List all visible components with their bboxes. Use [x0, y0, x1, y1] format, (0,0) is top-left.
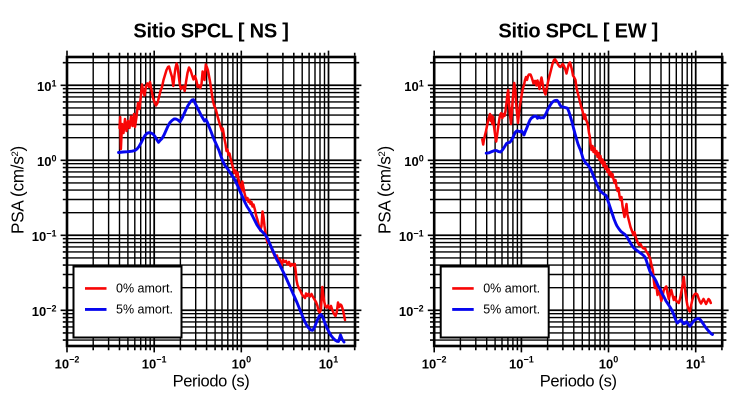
svg-text:10: 10 [422, 356, 436, 371]
svg-text:0: 0 [419, 153, 424, 163]
svg-text:PSA (cm/s2): PSA (cm/s2) [8, 146, 28, 234]
svg-text:−1: −1 [46, 228, 56, 238]
svg-text:0% amort.: 0% amort. [483, 282, 540, 296]
svg-text:−1: −1 [156, 354, 166, 364]
svg-text:1: 1 [52, 78, 57, 88]
svg-text:10: 10 [319, 356, 333, 371]
svg-text:1: 1 [419, 78, 424, 88]
svg-text:10: 10 [399, 229, 413, 244]
svg-text:10: 10 [55, 356, 69, 371]
svg-text:−1: −1 [413, 228, 423, 238]
svg-text:10: 10 [399, 304, 413, 319]
svg-text:10: 10 [404, 154, 418, 169]
svg-text:Periodo (s): Periodo (s) [173, 372, 250, 390]
svg-text:Sitio SPCL [ NS ]: Sitio SPCL [ NS ] [133, 20, 288, 42]
svg-text:5% amort.: 5% amort. [116, 303, 173, 317]
svg-text:1: 1 [333, 354, 338, 364]
svg-text:10: 10 [32, 229, 46, 244]
svg-text:10: 10 [509, 356, 523, 371]
svg-text:10: 10 [404, 79, 418, 94]
svg-text:10: 10 [232, 356, 246, 371]
svg-text:5% amort.: 5% amort. [483, 303, 540, 317]
svg-text:10: 10 [142, 356, 156, 371]
svg-text:0: 0 [52, 153, 57, 163]
svg-text:10: 10 [686, 356, 700, 371]
svg-text:Periodo (s): Periodo (s) [540, 372, 617, 390]
svg-text:−1: −1 [524, 354, 534, 364]
svg-text:10: 10 [37, 154, 51, 169]
svg-text:PSA (cm/s2): PSA (cm/s2) [375, 146, 395, 234]
svg-text:10: 10 [32, 304, 46, 319]
svg-text:−2: −2 [436, 354, 446, 364]
svg-text:0: 0 [613, 354, 618, 364]
svg-text:Sitio SPCL [ EW ]: Sitio SPCL [ EW ] [498, 20, 658, 42]
svg-text:10: 10 [37, 79, 51, 94]
svg-text:0: 0 [246, 354, 251, 364]
svg-text:0% amort.: 0% amort. [116, 282, 173, 296]
svg-text:−2: −2 [413, 303, 423, 313]
svg-text:−2: −2 [69, 354, 79, 364]
svg-text:1: 1 [700, 354, 705, 364]
svg-text:−2: −2 [46, 303, 56, 313]
svg-text:10: 10 [599, 356, 613, 371]
